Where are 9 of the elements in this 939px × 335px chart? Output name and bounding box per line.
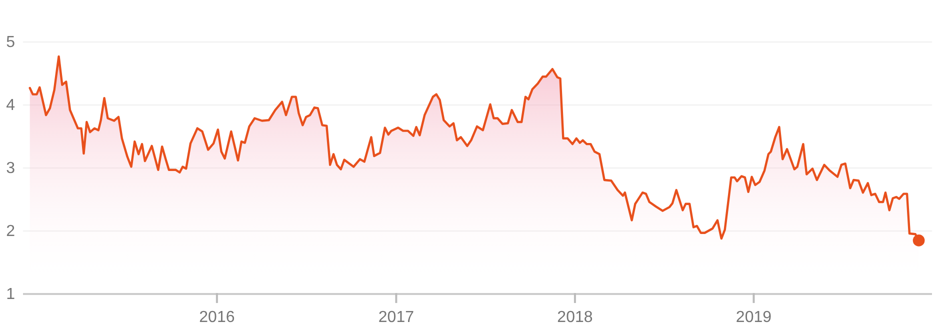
x-tick-label: 2019 (736, 309, 772, 326)
y-tick-label: 5 (6, 34, 16, 52)
x-tick-label: 2016 (199, 309, 235, 326)
x-tick-label: 2017 (378, 309, 414, 326)
y-tick-label: 3 (6, 160, 16, 178)
y-tick-label: 2 (6, 223, 16, 240)
y-tick-label: 1 (6, 286, 16, 304)
x-tick-label: 2018 (557, 309, 593, 326)
y-tick-label: 4 (6, 97, 16, 114)
